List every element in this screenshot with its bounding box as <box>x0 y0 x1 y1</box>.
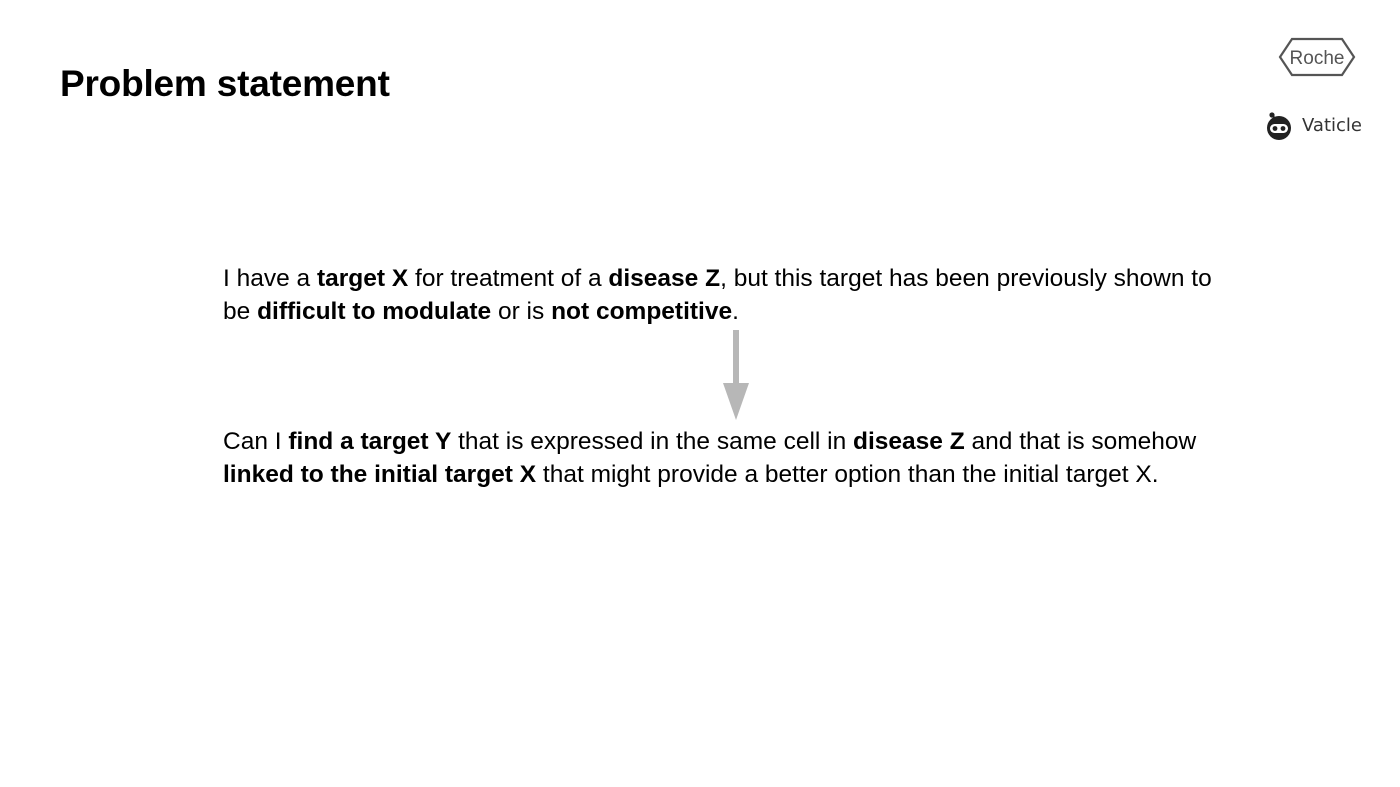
text-segment: I have a <box>223 265 317 292</box>
bold-disease-z: disease Z <box>608 265 721 292</box>
text-segment: and that is somehow <box>964 428 1197 455</box>
text-segment: that is expressed in the same cell in <box>451 428 854 455</box>
slide-title: Problem statement <box>60 63 390 104</box>
bold-target-x: target X <box>316 265 409 292</box>
roche-logo-text: Roche <box>1290 48 1345 69</box>
text-segment: for treatment of a <box>408 265 609 292</box>
bold-not-competitive: not competitive <box>551 298 733 325</box>
arrow-down-icon <box>722 330 750 422</box>
bold-disease-z: disease Z <box>853 428 965 455</box>
roche-logo: Roche <box>1278 36 1356 78</box>
bold-linked-to-target-x: linked to the initial target X <box>223 461 537 488</box>
bold-find-target-y: find a target Y <box>288 428 452 455</box>
text-segment: , but this target has been previously sh… <box>223 265 1212 325</box>
vaticle-robot-icon <box>1267 112 1291 140</box>
bold-difficult-to-modulate: difficult to modulate <box>257 298 492 325</box>
text-segment: or is <box>491 298 552 325</box>
problem-paragraph: I have a target X for treatment of a dis… <box>223 262 1223 328</box>
text-segment: Can I <box>223 428 289 455</box>
question-paragraph: Can I find a target Y that is expressed … <box>223 425 1223 491</box>
text-segment: that might provide a better option than … <box>536 461 1159 488</box>
text-segment: . <box>732 298 739 325</box>
vaticle-logo: Vaticle <box>1264 110 1362 142</box>
vaticle-logo-text: Vaticle <box>1302 115 1362 136</box>
